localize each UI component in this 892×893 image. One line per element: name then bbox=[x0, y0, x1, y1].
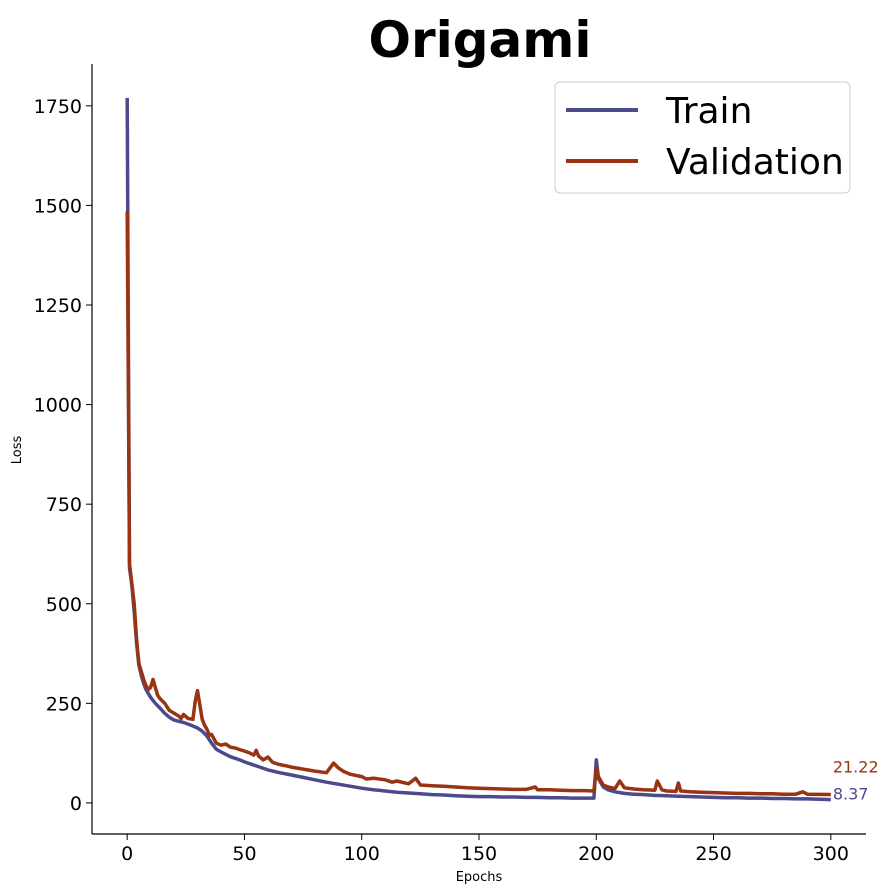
y-tick-label: 750 bbox=[46, 494, 82, 516]
y-tick-label: 500 bbox=[46, 594, 82, 616]
y-tick-label: 1250 bbox=[34, 295, 82, 317]
x-tick-label: 50 bbox=[232, 843, 256, 865]
x-tick-label: 150 bbox=[461, 843, 497, 865]
end-value-label-validation: 21.22 bbox=[833, 757, 879, 776]
x-tick-label: 100 bbox=[344, 843, 380, 865]
y-tick-label: 1750 bbox=[34, 96, 82, 118]
legend-train-label: Train bbox=[665, 91, 752, 132]
y-tick-label: 1500 bbox=[34, 195, 82, 217]
chart-title: Origami bbox=[368, 11, 591, 69]
x-tick-label: 300 bbox=[813, 843, 849, 865]
end-value-label-train: 8.37 bbox=[833, 785, 869, 804]
series-line-validation bbox=[125, 211, 831, 797]
x-tick-label: 250 bbox=[695, 843, 731, 865]
y-tick-label: 0 bbox=[70, 793, 82, 815]
x-tick-label: 0 bbox=[121, 843, 133, 865]
y-ticks: 0 250 500 750 1000 1250 1500 1750 bbox=[34, 96, 92, 815]
y-tick-label: 1000 bbox=[34, 395, 82, 417]
y-tick-label: 250 bbox=[46, 693, 82, 715]
end-labels: 8.37 21.22 bbox=[833, 757, 879, 803]
legend-validation-label: Validation bbox=[666, 142, 844, 183]
series-line-train bbox=[125, 97, 831, 802]
x-tick-label: 200 bbox=[578, 843, 614, 865]
plot-lines bbox=[125, 97, 831, 802]
legend: Train Validation bbox=[554, 81, 851, 194]
x-ticks: 0 50 100 150 200 250 300 bbox=[121, 834, 849, 865]
x-axis-label: Epochs bbox=[456, 870, 503, 885]
y-axis-label: Loss bbox=[10, 436, 25, 465]
